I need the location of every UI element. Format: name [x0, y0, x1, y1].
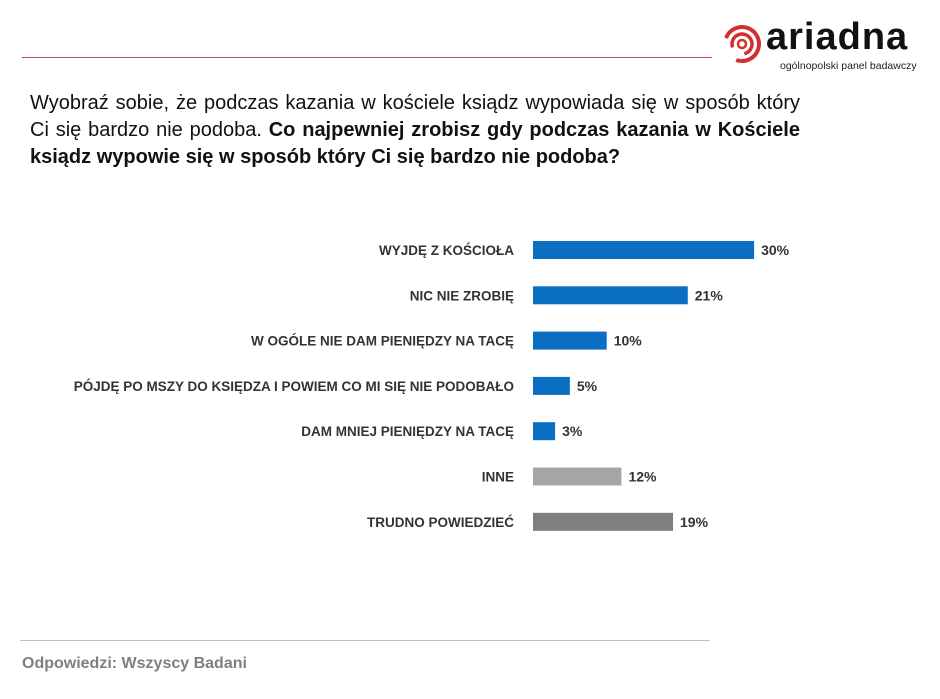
logo-tagline: ogólnopolski panel badawczy [780, 60, 917, 72]
bar [533, 512, 674, 531]
value-label: 19% [680, 514, 709, 530]
category-label: DAM MNIEJ PIENIĘDZY NA TACĘ [301, 424, 514, 439]
bar [533, 376, 570, 395]
question-text: Wyobraź sobie, że podczas kazania w kośc… [30, 90, 800, 171]
logo-word: ariadna [766, 16, 909, 58]
value-label: 30% [761, 242, 790, 258]
logo-spiral-icon [723, 25, 761, 64]
bar [533, 286, 688, 305]
value-label: 5% [577, 378, 598, 394]
value-label: 10% [614, 333, 643, 349]
category-label: INNE [482, 470, 514, 485]
bar [533, 331, 607, 350]
bar [533, 241, 755, 259]
bar [533, 422, 556, 441]
category-label: TRUDNO POWIEDZIEĆ [367, 515, 514, 530]
value-label: 12% [628, 469, 657, 485]
footer-divider [20, 640, 710, 641]
category-label: W OGÓLE NIE DAM PIENIĘDZY NA TACĘ [251, 334, 514, 349]
ariadna-logo: ariadna ogólnopolski panel badawczy [722, 16, 932, 78]
bar [533, 467, 622, 486]
bar-chart: WYJDĘ Z KOŚCIOŁA 30% NIC NIE ZROBIĘ 21% W OG… [74, 241, 790, 531]
value-label: 21% [695, 287, 724, 303]
category-label: PÓJDĘ PO MSZY DO KSIĘDZA I POWIEM CO MI … [74, 379, 514, 394]
footer-note: Odpowiedzi: Wszyscy Badani [22, 655, 247, 672]
value-label: 3% [562, 423, 583, 439]
category-label: WYJDĘ Z KOŚCIOŁA [379, 243, 514, 258]
question-intro: Wyobraź sobie, że podczas kazania w kośc… [30, 92, 800, 141]
question-bold: Co najpewniej zrobisz gdy podczas kazani… [30, 119, 800, 168]
category-label: NIC NIE ZROBIĘ [410, 288, 514, 303]
header-divider [22, 57, 712, 58]
